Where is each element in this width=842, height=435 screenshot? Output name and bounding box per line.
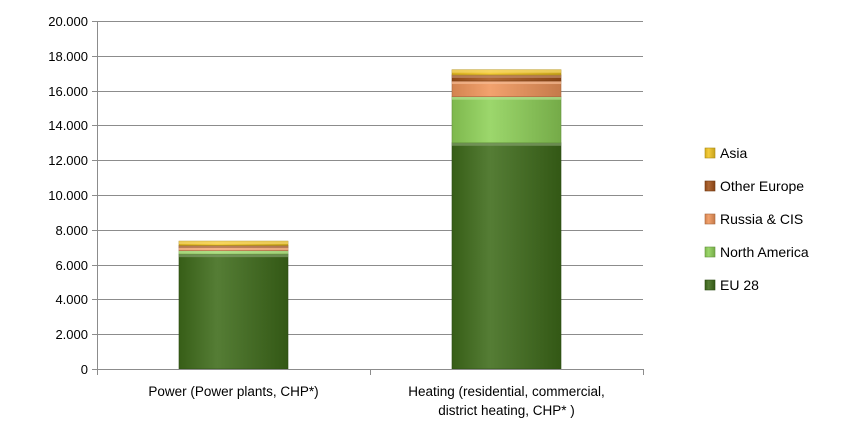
y-tick-label: 14.000 bbox=[48, 118, 88, 133]
y-tick-label: 0 bbox=[81, 362, 88, 377]
bar-segment-highlight bbox=[452, 81, 561, 85]
bar-segment bbox=[451, 142, 562, 370]
legend-entry: EU 28 bbox=[704, 277, 759, 293]
y-tick-label: 16.000 bbox=[48, 84, 88, 99]
y-tick-label: 6.000 bbox=[55, 258, 88, 273]
legend: Asia Other Europe Russia & CIS North Americ… bbox=[704, 145, 809, 293]
legend-entry: Other Europe bbox=[704, 178, 804, 194]
legend-entry: Russia & CIS bbox=[704, 211, 803, 227]
bar-segment-highlight bbox=[179, 245, 288, 248]
bar-segment-highlight bbox=[179, 247, 288, 251]
legend-swatch bbox=[704, 180, 716, 192]
legend-entry: Asia bbox=[704, 145, 747, 161]
bar-segment-highlight bbox=[179, 241, 288, 245]
y-tick-label: 2.000 bbox=[55, 327, 88, 342]
legend-swatch bbox=[704, 279, 716, 291]
y-tick-label: 8.000 bbox=[55, 223, 88, 238]
bar-segment-highlight bbox=[179, 254, 288, 258]
y-tick-label: 20.000 bbox=[48, 14, 88, 29]
bar-segment-highlight bbox=[452, 142, 561, 146]
bar-segment-highlight bbox=[452, 69, 561, 73]
x-category-label: Power (Power plants, CHP*) bbox=[148, 384, 318, 399]
bars bbox=[178, 69, 562, 370]
y-tick-label: 18.000 bbox=[48, 49, 88, 64]
bar-segment bbox=[178, 253, 289, 370]
bar-segment-highlight bbox=[452, 96, 561, 100]
y-tick-label: 4.000 bbox=[55, 292, 88, 307]
legend-label: North America bbox=[720, 244, 809, 260]
legend-entry: North America bbox=[704, 244, 809, 260]
y-tick-label: 12.000 bbox=[48, 153, 88, 168]
x-category-label: Heating (residential, commercial, bbox=[408, 384, 605, 399]
bar-segment-highlight bbox=[179, 250, 288, 254]
bar-segment bbox=[451, 96, 562, 144]
axes bbox=[92, 21, 644, 375]
legend-label: Other Europe bbox=[720, 178, 804, 194]
legend-swatch bbox=[704, 246, 716, 258]
y-axis-tick-labels: 0 2.000 4.000 6.000 8.000 10.000 12.000 14.000 1… bbox=[48, 14, 88, 377]
legend-label: Russia & CIS bbox=[720, 211, 803, 227]
legend-swatch bbox=[704, 147, 716, 159]
legend-label: EU 28 bbox=[720, 277, 759, 293]
x-category-label: district heating, CHP* ) bbox=[438, 403, 575, 418]
y-tick-label: 10.000 bbox=[48, 188, 88, 203]
legend-label: Asia bbox=[720, 145, 747, 161]
bar-segment-highlight bbox=[452, 74, 561, 78]
x-axis-category-labels: Power (Power plants, CHP*) Heating (resid… bbox=[148, 384, 604, 418]
legend-swatch bbox=[704, 213, 716, 225]
